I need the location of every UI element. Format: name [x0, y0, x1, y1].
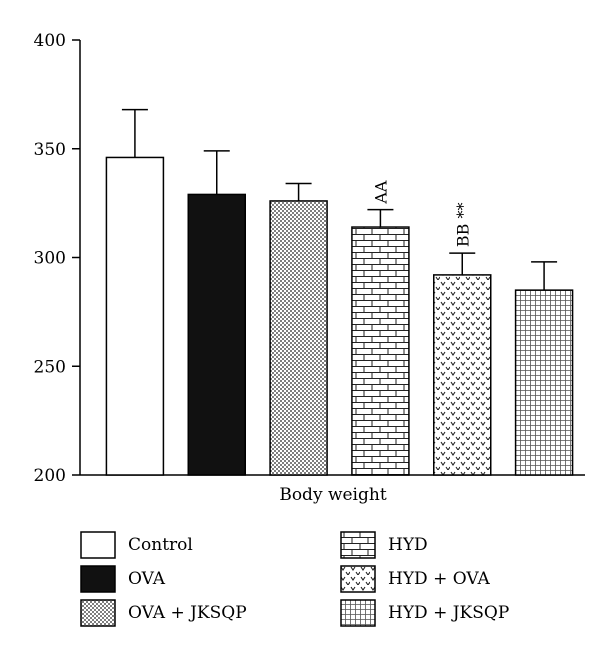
bar-hyd	[351, 226, 410, 476]
y-tick-label: 350	[34, 140, 66, 160]
legend-label-hyd-ova: HYD + OVA	[388, 569, 490, 589]
chart-legend: Control OVA OVA + JKSQP HYD HYD + OVA HY…	[80, 528, 600, 648]
legend-swatch-hyd-jksqp	[340, 599, 376, 627]
legend-item-ova-jksqp: OVA + JKSQP	[80, 596, 247, 630]
y-tick-label: 200	[34, 466, 66, 486]
legend-swatch-ova-jksqp	[80, 599, 116, 627]
legend-label-hyd: HYD	[388, 535, 428, 555]
legend-item-hyd-ova: HYD + OVA	[340, 562, 490, 596]
legend-swatch-hyd	[340, 531, 376, 559]
legend-item-hyd-jksqp: HYD + JKSQP	[340, 596, 509, 630]
legend-label-ova: OVA	[128, 569, 166, 589]
y-tick-label: 300	[34, 249, 66, 269]
legend-label-control: Control	[128, 535, 193, 555]
legend-swatch-hyd-ova	[340, 565, 376, 593]
bar-hyd-jksqp	[514, 289, 574, 476]
bar-hyd-ova	[433, 274, 492, 476]
bar-ova-jksqp	[269, 200, 328, 476]
legend-swatch-ova	[80, 565, 116, 593]
y-tick-label: 250	[34, 357, 66, 377]
bar-chart: 200 250 300 350 400 AA BB ** Body weight	[34, 31, 585, 505]
x-axis-label: Body weight	[279, 485, 386, 505]
legend-item-hyd: HYD	[340, 528, 428, 562]
legend-item-control: Control	[80, 528, 193, 562]
annotation-hyd: AA	[371, 180, 390, 205]
legend-item-ova: OVA	[80, 562, 165, 596]
legend-swatch-control	[80, 531, 116, 559]
legend-label-ova-jksqp: OVA + JKSQP	[128, 603, 247, 623]
bar-ova	[187, 193, 246, 476]
legend-label-hyd-jksqp: HYD + JKSQP	[388, 603, 510, 623]
y-tick-label: 400	[34, 31, 66, 51]
annotation-hyd-ova: BB **	[453, 203, 472, 248]
bar-control	[105, 156, 165, 476]
